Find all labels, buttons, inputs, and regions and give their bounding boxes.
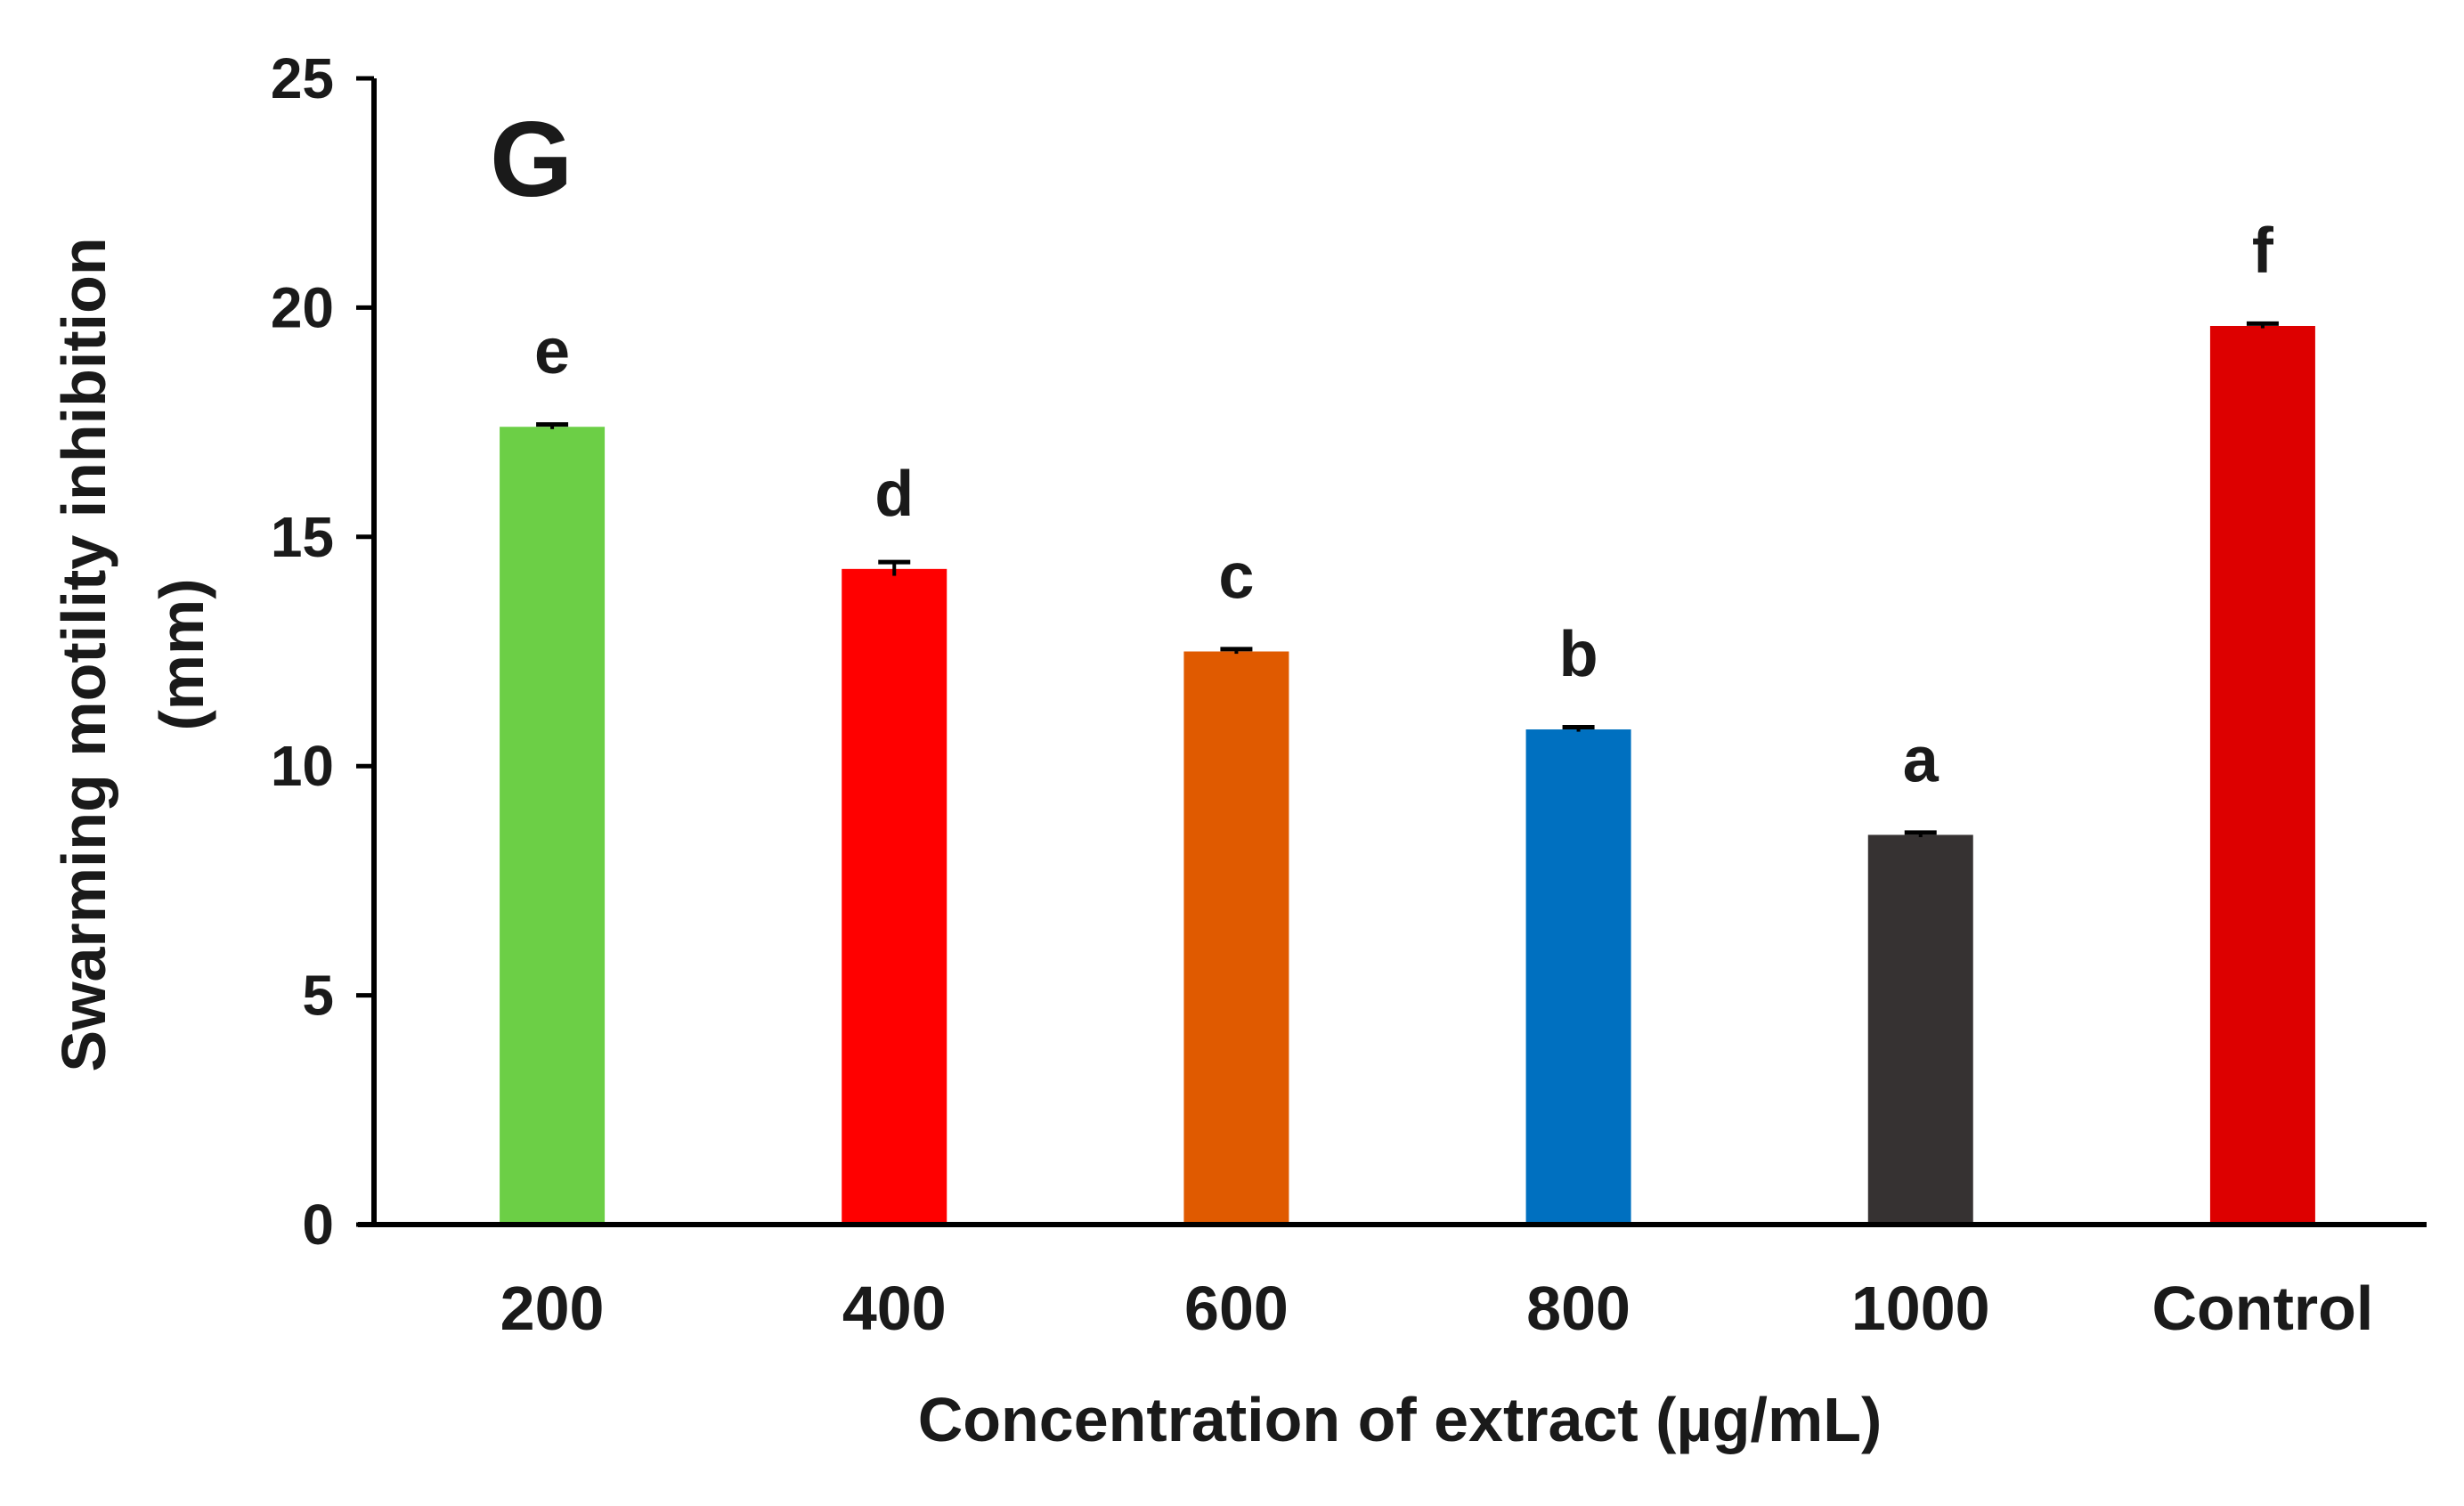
y-tick-label: 25 — [271, 46, 334, 110]
bar-1000 — [1867, 834, 1973, 1225]
x-tick-label: 1000 — [1851, 1274, 1990, 1343]
bar-control — [2209, 325, 2315, 1225]
significance-label: c — [1218, 541, 1254, 613]
y-tick-label: 5 — [302, 964, 334, 1028]
y-tick-label: 15 — [271, 505, 334, 569]
y-tick-label: 0 — [302, 1193, 334, 1257]
y-tick-label: 20 — [271, 275, 334, 339]
significance-label: d — [874, 459, 914, 530]
y-axis-title-line1: Swarming motility inhibition — [49, 237, 118, 1071]
x-axis-title: Concentration of extract (µg/mL) — [918, 1385, 1883, 1454]
significance-label: a — [1903, 724, 1939, 795]
panel-label: G — [490, 100, 573, 219]
x-tick-label: 600 — [1184, 1274, 1289, 1343]
significance-label: e — [534, 316, 570, 387]
bars — [500, 325, 2315, 1225]
bar-800 — [1525, 729, 1631, 1225]
y-tick-label: 10 — [271, 734, 334, 798]
significance-label: b — [1559, 619, 1598, 690]
x-tick-label: 200 — [500, 1274, 605, 1343]
y-axis-ticks: 0 5 10 15 20 25 — [271, 46, 374, 1257]
significance-labels: e d c b a f — [534, 216, 2274, 795]
error-bars — [536, 321, 2279, 837]
x-axis-tick-labels: 200 400 600 800 1000 Control — [500, 1274, 2374, 1343]
x-tick-label: 800 — [1526, 1274, 1630, 1343]
x-tick-label: Control — [2152, 1274, 2374, 1343]
bar-600 — [1183, 651, 1289, 1225]
y-axis-title-line2: (mm) — [147, 578, 216, 730]
bar-200 — [500, 427, 606, 1225]
significance-label: f — [2252, 216, 2274, 287]
bar-400 — [842, 568, 947, 1225]
x-tick-label: 400 — [842, 1274, 947, 1343]
